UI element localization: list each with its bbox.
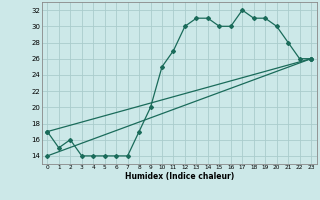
X-axis label: Humidex (Indice chaleur): Humidex (Indice chaleur) <box>124 172 234 181</box>
